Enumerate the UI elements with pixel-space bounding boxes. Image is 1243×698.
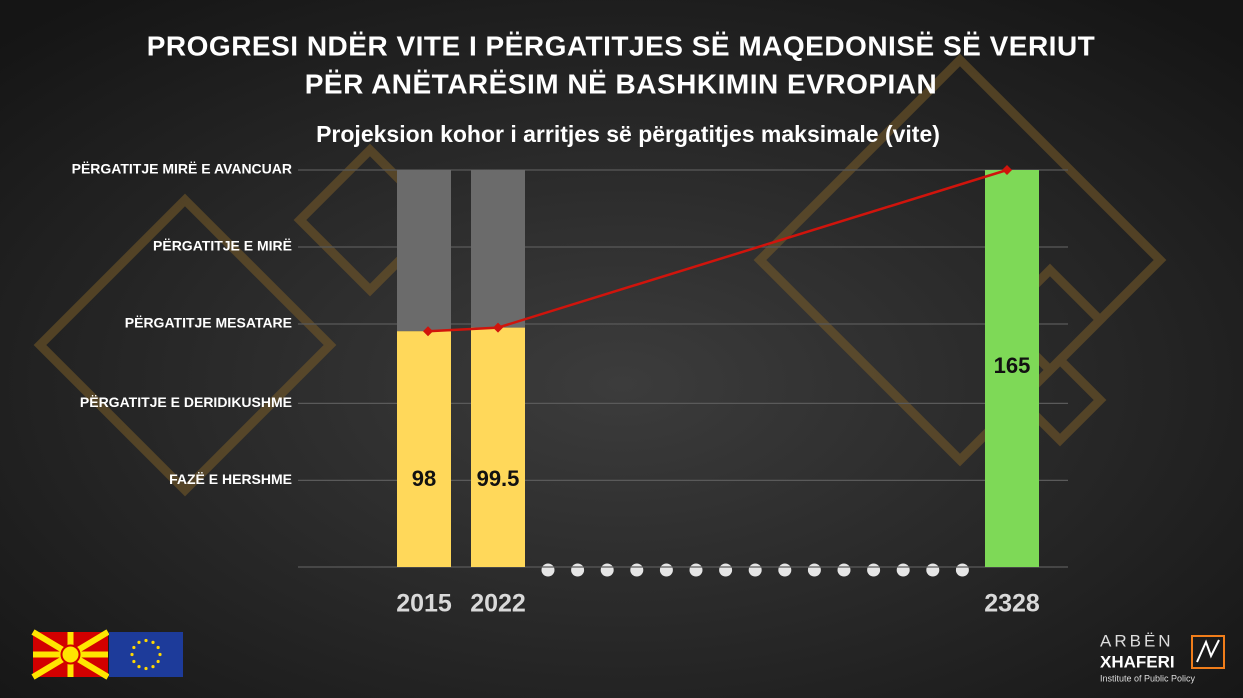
star	[132, 659, 136, 664]
y-tick-label: PËRGATITJE E MIRË	[153, 238, 292, 254]
x-tick-label: 2328	[984, 590, 1040, 618]
value-label: 99.5	[477, 466, 520, 491]
star	[137, 665, 141, 669]
flag-eu-stars	[130, 638, 162, 671]
star	[144, 666, 148, 671]
bar	[985, 170, 1039, 567]
trend-marker	[1002, 165, 1012, 175]
y-tick-label: PËRGATITJE E DERIDIKUSHME	[80, 394, 292, 410]
dot	[748, 563, 762, 577]
dot	[571, 563, 585, 577]
logo-box	[1191, 635, 1225, 669]
bar	[471, 327, 525, 567]
chart-subtitle: Projeksion kohor i arritjes së përgatitj…	[316, 121, 940, 147]
dot	[955, 563, 969, 577]
flag-eu	[109, 632, 183, 677]
dot	[689, 563, 703, 577]
dot	[807, 563, 821, 577]
star	[151, 640, 155, 644]
y-tick-label: PËRGATITJE MESATARE	[125, 315, 292, 331]
dot	[926, 563, 940, 577]
x-tick-label: 2015	[396, 590, 452, 618]
trend-marker	[493, 322, 503, 333]
star	[132, 645, 136, 650]
y-tick-label: PËRGATITJE MIRË E AVANCUAR	[72, 161, 292, 177]
y-tick-label: FAZË E HERSHME	[169, 471, 292, 487]
dot	[719, 563, 733, 577]
logo-text: ARBËN	[1100, 631, 1174, 650]
dot	[600, 563, 614, 577]
dot	[630, 563, 644, 577]
bar-track	[471, 170, 525, 328]
star	[137, 640, 141, 644]
value-label: 165	[994, 353, 1031, 378]
trend-marker	[423, 326, 433, 337]
star	[130, 652, 134, 657]
value-label: 98	[412, 466, 436, 491]
star	[151, 665, 155, 669]
logo-text: XHAFERI	[1100, 652, 1175, 671]
star	[156, 645, 160, 650]
dot	[659, 563, 673, 577]
bar	[397, 331, 451, 567]
dot	[896, 563, 910, 577]
dot	[867, 563, 881, 577]
logo-mark	[1196, 639, 1220, 663]
bar-track	[397, 170, 451, 332]
chart-title: PËR ANËTARËSIM NË BASHKIMIN EVROPIAN	[305, 68, 938, 99]
gap-dots	[541, 563, 969, 577]
star	[158, 652, 162, 657]
x-tick-label: 2022	[470, 590, 526, 618]
dot	[541, 563, 555, 577]
flags	[31, 629, 183, 680]
star	[144, 638, 148, 643]
dot	[778, 563, 792, 577]
star	[156, 659, 160, 664]
logo-tagline: Institute of Public Policy	[1100, 673, 1196, 683]
logo: ARBËN XHAFERI Institute of Public Policy	[1100, 631, 1225, 683]
chart-title: PROGRESI NDËR VITE I PËRGATITJES SË MAQE…	[147, 30, 1096, 61]
dot	[837, 563, 851, 577]
